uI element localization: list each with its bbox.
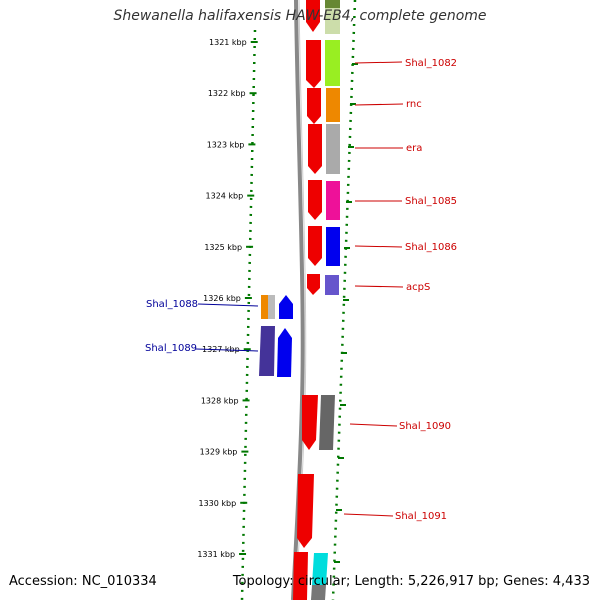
genome-title: Shewanella halifaxensis HAW-EB4, complet… (113, 8, 487, 24)
ruler-tick-label: 1323 kbp (207, 140, 245, 149)
genes-label: Genes: (503, 574, 549, 589)
gene-label-rnc: rnc (406, 99, 422, 110)
gene-label-shal-1089: Shal_1089 (145, 343, 197, 354)
gene-arrow-era (308, 124, 322, 174)
ruler-tick-label: 1326 kbp (203, 294, 241, 303)
gene-label-era: era (406, 143, 422, 154)
gene-arrow-top (306, 0, 320, 32)
genes-value: 4,433 (552, 574, 590, 589)
cog-bar-rnc (326, 88, 340, 122)
cog-bar-shal-1091 (312, 553, 328, 585)
gene-arrow-shal-1090 (302, 395, 318, 450)
cog-bar-shal-1082 (325, 40, 340, 86)
right-gene-labels: Shal_1082 rnc era Shal_1085 Shal_1086 ac… (395, 58, 457, 522)
ruler-tick-label: 1321 kbp (209, 38, 247, 47)
accession-footer: Accession: NC_010334 (9, 574, 157, 589)
topology-label: Topology: (232, 574, 294, 589)
gene-arrow-shal-1089 (277, 328, 292, 377)
ruler-tick-label: 1324 kbp (206, 192, 244, 201)
ruler-tick-label: 1329 kbp (200, 448, 238, 457)
cog-bar-top-green (325, 0, 340, 8)
cog-bar-shal-1088-gray (268, 295, 275, 319)
genome-summary-footer: Topology: circular; Length: 5,226,917 bp… (232, 574, 590, 589)
ruler-tick-label: 1330 kbp (199, 499, 237, 508)
accession-value: NC_010334 (81, 574, 157, 589)
gene-arrow-bottom (293, 552, 308, 600)
cog-bar-shal-1086 (326, 227, 340, 266)
gene-label-shal-1086: Shal_1086 (405, 242, 457, 253)
cog-color-bars (311, 0, 340, 600)
gene-arrow-shal-1085 (308, 180, 322, 220)
cog-bar-shal-1088-orange (261, 295, 268, 319)
ruler-dotted-line-left (240, 29, 257, 601)
gene-label-shal-1082: Shal_1082 (405, 58, 457, 69)
length-label: Length: (354, 574, 404, 589)
ruler-tick-label: 1331 kbp (197, 550, 235, 559)
cog-bar-acps (325, 275, 339, 295)
genome-backbone (291, 0, 305, 601)
accession-label: Accession: (9, 574, 78, 589)
gene-arrow-shal-1088 (279, 295, 293, 319)
gene-label-shal-1090: Shal_1090 (399, 421, 451, 432)
gene-arrow-rnc (307, 88, 321, 124)
right-tick-dashes (334, 63, 358, 563)
cog-bar-era (326, 124, 340, 174)
cog-bar-shal-1090 (319, 395, 335, 450)
gene-label-shal-1091: Shal_1091 (395, 511, 447, 522)
left-label-leaders (195, 303, 259, 352)
ruler-tick-label: 1325 kbp (204, 243, 242, 252)
gene-arrow-shal-1086 (308, 226, 322, 266)
ruler-tick-label: 1322 kbp (208, 89, 246, 98)
length-value: 5,226,917 bp (407, 574, 495, 589)
left-gene-labels: Shal_1088 Shal_1089 (145, 299, 198, 354)
ruler-ticks: 1321 kbp 1322 kbp 1323 kbp 1324 kbp 1325 kbp… (197, 38, 258, 559)
reverse-strand-genes (259, 295, 293, 377)
cog-bar-top-light (325, 8, 340, 34)
forward-strand-genes (293, 0, 322, 600)
right-label-leaders (343, 61, 404, 517)
ruler-tick-label: 1328 kbp (201, 396, 239, 405)
gene-label-shal-1088: Shal_1088 (146, 299, 198, 310)
cog-bar-bottom (311, 585, 326, 600)
gene-arrow-shal-1082 (306, 40, 321, 88)
gene-label-shal-1085: Shal_1085 (405, 196, 457, 207)
cog-bar-shal-1089 (259, 326, 275, 376)
cog-bar-shal-1085 (326, 181, 340, 220)
gene-label-acps: acpS (406, 282, 430, 293)
topology-value: circular (297, 574, 346, 589)
gene-arrow-shal-1091 (297, 474, 314, 548)
gene-arrow-acps (307, 274, 320, 295)
